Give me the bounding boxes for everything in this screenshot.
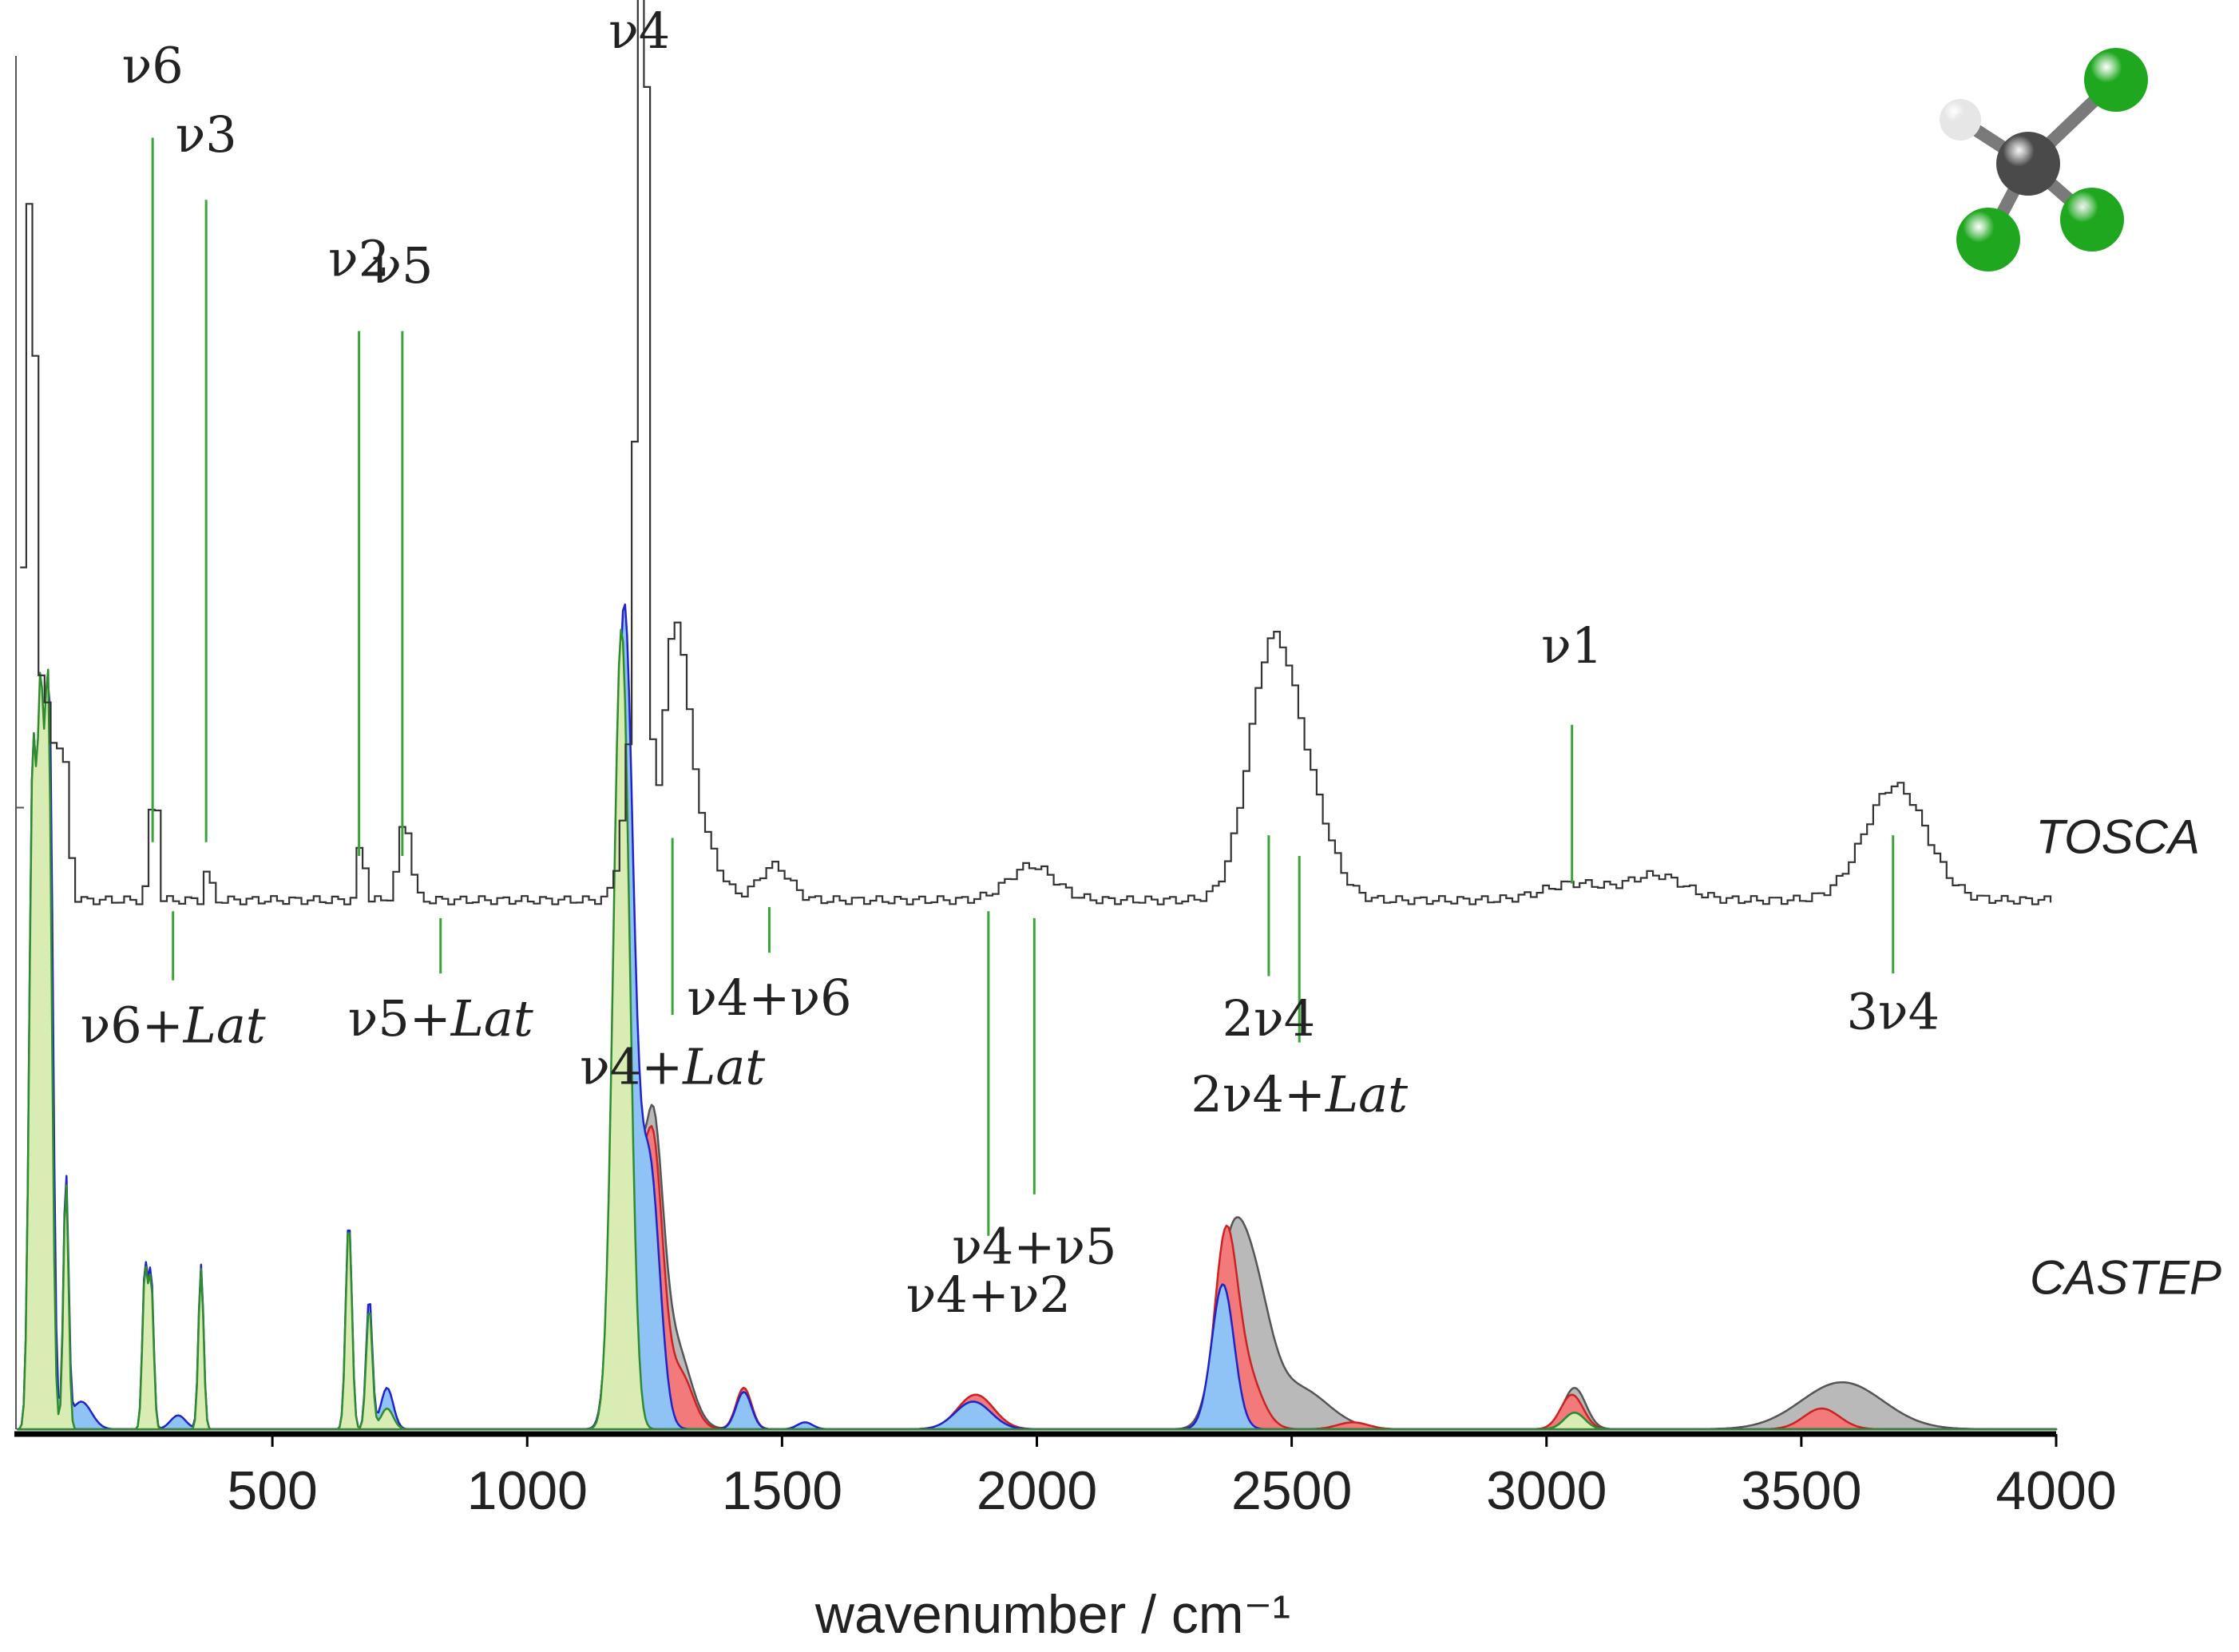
annotation-label: ν6: [122, 36, 184, 94]
annotation-label: ν5+Lat: [348, 989, 533, 1048]
x-tick-label: 1500: [722, 1460, 842, 1521]
trace-names: TOSCA CASTEP: [2030, 810, 2221, 1305]
atom-h: [1940, 99, 1981, 141]
castep-layer-fundamentals: [16, 628, 2058, 1431]
x-axis-title: wavenumber / cm⁻¹: [814, 1584, 1290, 1645]
annotation-label: ν4+ν5: [952, 1217, 1116, 1275]
atom-cl: [1956, 208, 2020, 271]
annotation-label: ν5: [371, 236, 433, 295]
annotation-label: ν4+Lat: [580, 1038, 765, 1096]
annotation-label: 3ν4: [1846, 982, 1940, 1040]
annotation-label: ν2: [328, 229, 390, 287]
annotation-label: ν4+ν2: [906, 1266, 1071, 1324]
atom-cl: [2060, 188, 2124, 252]
tosca-line: [20, 0, 2052, 905]
x-tick-label: 3500: [1741, 1460, 1861, 1521]
tosca-spectrum: [20, 0, 2052, 905]
x-axis: 500 1000 1500 2000 2500 3000 3500 4000 wavenumbe…: [14, 56, 2117, 1645]
trace-name-tosca: TOSCA: [2035, 810, 2200, 864]
annotation-label: ν4+ν6: [687, 969, 851, 1027]
annotation-label: 2ν4: [1223, 989, 1316, 1048]
annotation-label: 2ν4+Lat: [1191, 1065, 1408, 1123]
x-tick-label: 1000: [467, 1460, 588, 1521]
x-tick-label: 2500: [1231, 1460, 1352, 1521]
annotation-label: ν3: [176, 105, 237, 164]
castep-spectrum: [16, 603, 2058, 1431]
annotation-label: ν4: [608, 2, 670, 60]
x-tick-label: 4000: [1995, 1460, 2116, 1521]
chcl3-molecule-image: [1940, 48, 2148, 271]
atom-c: [1996, 132, 2060, 196]
atom-cl: [2084, 48, 2148, 112]
x-tick-label: 3000: [1486, 1460, 1607, 1521]
annotation-lines: [151, 137, 1895, 1236]
x-tick-label: 2000: [977, 1460, 1097, 1521]
trace-name-castep: CASTEP: [2030, 1250, 2221, 1304]
x-tick-label: 500: [227, 1460, 317, 1521]
annotation-label: ν1: [1541, 616, 1603, 675]
annotation-label: ν6+Lat: [81, 996, 266, 1055]
